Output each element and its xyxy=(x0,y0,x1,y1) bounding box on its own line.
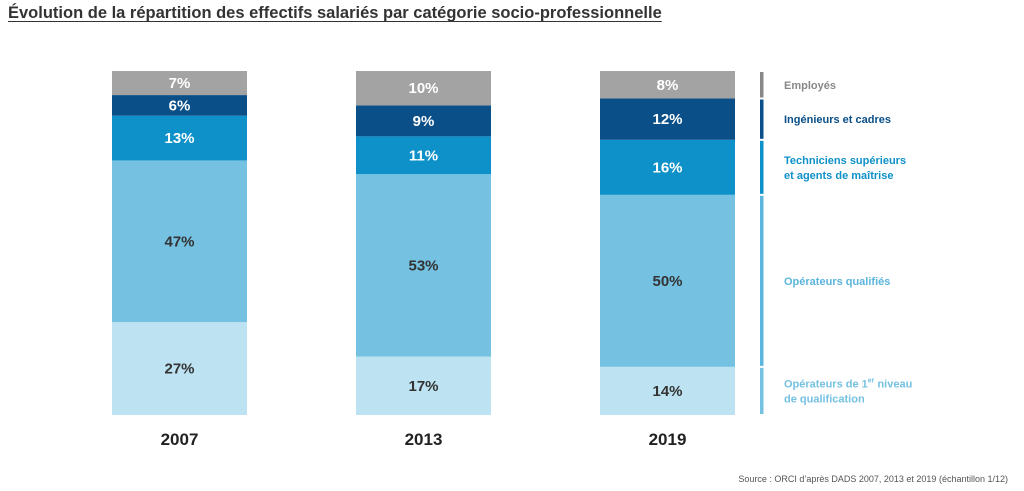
data-label: 47% xyxy=(164,233,194,250)
data-label: 27% xyxy=(164,361,194,378)
x-tick-label: 2007 xyxy=(161,430,199,449)
bar-segment xyxy=(112,322,247,415)
bar-segment xyxy=(356,71,491,106)
x-tick-label: 2019 xyxy=(649,430,687,449)
data-label: 8% xyxy=(657,77,679,94)
data-label: 10% xyxy=(408,80,438,97)
legend-marker xyxy=(760,367,764,414)
legend-marker xyxy=(760,99,764,139)
data-label: 14% xyxy=(652,383,682,400)
bar-segment xyxy=(600,366,735,415)
legend-marker xyxy=(760,72,764,98)
bar-segment xyxy=(600,139,735,195)
legend-label: Opérateurs qualifiés xyxy=(784,276,890,288)
legend-marker xyxy=(760,140,764,194)
bar-segment xyxy=(112,115,247,161)
bar-segment xyxy=(112,71,247,96)
bar-segment xyxy=(356,136,491,175)
bar-segment xyxy=(112,160,247,323)
bar-segment xyxy=(600,194,735,367)
chart-title: Évolution de la répartition des effectif… xyxy=(8,4,662,22)
data-label: 11% xyxy=(409,147,438,164)
data-label: 50% xyxy=(652,273,682,290)
source-note: Source : ORCI d’après DADS 2007, 2013 et… xyxy=(738,474,1008,484)
bar-segment xyxy=(600,71,735,99)
x-tick-label: 2013 xyxy=(405,430,443,449)
data-label: 53% xyxy=(408,257,438,274)
bar-segment xyxy=(356,356,491,415)
data-label: 16% xyxy=(652,159,682,176)
data-label: 7% xyxy=(169,75,191,92)
data-label: 13% xyxy=(164,130,194,147)
bar-segment xyxy=(356,174,491,357)
bar-segment xyxy=(112,95,247,116)
data-label: 12% xyxy=(652,111,682,128)
data-label: 17% xyxy=(408,378,438,395)
legend-label: Employés xyxy=(784,80,836,92)
bar-segment xyxy=(600,98,735,140)
legend-label: Techniciens supérieurs xyxy=(784,155,906,167)
legend-label: Ingénieurs et cadres xyxy=(784,114,891,126)
legend-marker xyxy=(760,195,764,366)
data-label: 6% xyxy=(169,97,191,114)
legend-label: Opérateurs de 1er niveau xyxy=(784,377,912,390)
data-label: 9% xyxy=(413,113,435,130)
legend-label: et agents de maîtrise xyxy=(784,170,893,182)
bar-segment xyxy=(356,105,491,137)
legend-label: de qualification xyxy=(784,393,865,405)
